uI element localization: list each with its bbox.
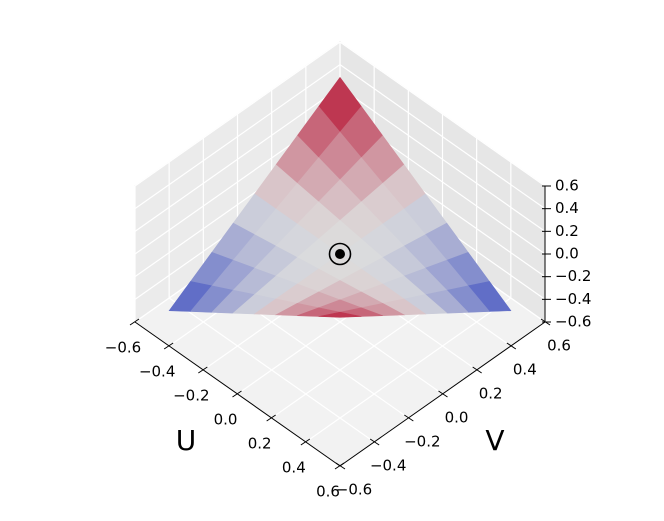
x-axis-label: U <box>176 424 197 457</box>
grid-line <box>134 64 341 210</box>
x-tick-label: 0.0 <box>214 411 238 429</box>
y-tick-label: 0.4 <box>513 361 537 379</box>
marker-dot <box>335 249 345 259</box>
surface <box>168 76 512 318</box>
y-tick-label: 0.6 <box>547 337 571 355</box>
z-tick-label: −0.4 <box>555 290 591 308</box>
z-tick-label: 0.2 <box>555 222 579 240</box>
marker-ring <box>328 242 352 266</box>
grid-line <box>134 86 341 232</box>
axes: −0.6−0.4−0.20.00.20.40.6−0.6−0.4−0.20.00… <box>105 177 592 501</box>
x-tick <box>129 318 140 326</box>
y-axis-label: V <box>485 424 504 457</box>
y-tick-label: −0.4 <box>370 457 406 475</box>
y-tick-label: −0.2 <box>404 433 440 451</box>
surface-face <box>318 311 362 318</box>
z-tick-label: −0.2 <box>555 267 591 285</box>
x-tick-label: −0.2 <box>173 387 209 405</box>
z-tick-label: 0.6 <box>555 177 579 195</box>
z-tick-label: 0.0 <box>555 245 579 263</box>
x-tick-label: −0.4 <box>139 363 175 381</box>
y-tick-label: −0.6 <box>336 481 372 499</box>
y-tick-label: 0.2 <box>479 385 503 403</box>
grid-line <box>339 86 546 232</box>
grid-line <box>134 41 341 187</box>
z-tick-label: −0.6 <box>555 313 591 331</box>
x-tick-label: 0.4 <box>282 459 306 477</box>
x-tick-label: −0.6 <box>105 339 141 357</box>
grid-line <box>168 297 375 443</box>
y-tick-label: 0.0 <box>445 409 469 427</box>
z-tick-label: 0.4 <box>555 199 579 217</box>
grid-line <box>339 41 546 187</box>
x-axis-line <box>134 321 341 467</box>
x-tick-label: 0.2 <box>248 435 272 453</box>
x-tick-label: 0.6 <box>316 483 340 501</box>
y-axis-line <box>339 321 546 467</box>
grid-line <box>339 64 546 210</box>
